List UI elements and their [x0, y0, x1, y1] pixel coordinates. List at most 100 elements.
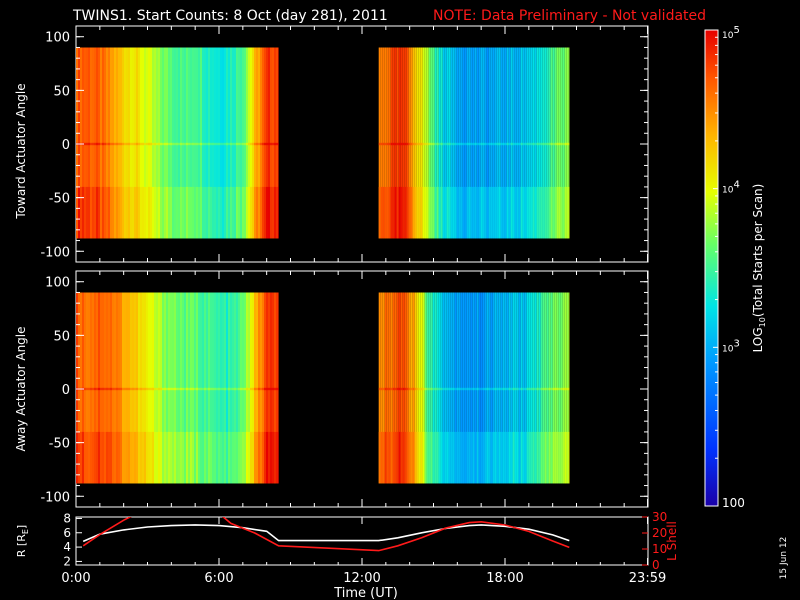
toward-heat-column-lower [90, 186, 92, 239]
toward-zero-stripe [512, 142, 515, 146]
toward-heat-column-lower [122, 186, 124, 239]
away-heat-column-lower [126, 431, 128, 484]
toward-zero-stripe [146, 142, 148, 146]
away-heat-column-lower [386, 431, 389, 484]
away-zero-stripe [568, 387, 570, 391]
toward-zero-stripe [556, 142, 559, 146]
toward-heat-column-lower [558, 186, 561, 239]
away-zero-stripe [164, 387, 166, 391]
away-heat-column-lower [396, 431, 399, 484]
toward-zero-stripe [96, 142, 98, 146]
away-heat-column-lower [506, 431, 509, 484]
toward-zero-stripe [530, 142, 533, 146]
away-heat-column-lower [168, 431, 170, 484]
toward-heat-column-lower [424, 186, 427, 239]
away-zero-stripe [228, 387, 230, 391]
toward-heat-column-lower [410, 186, 413, 239]
away-zero-stripe [432, 387, 435, 391]
away-zero-stripe [448, 387, 451, 391]
toward-zero-stripe [104, 142, 106, 146]
away-zero-stripe [430, 387, 433, 391]
away-heat-column-lower [144, 431, 146, 484]
away-heat-column-lower [494, 431, 497, 484]
toward-ytick-label: -100 [40, 245, 70, 260]
away-zero-stripe [526, 387, 529, 391]
toward-zero-stripe [382, 142, 385, 146]
away-heat-column-lower [206, 431, 208, 484]
away-zero-stripe [458, 387, 461, 391]
away-zero-stripe [544, 387, 547, 391]
toward-heat-column-lower [258, 186, 260, 239]
toward-zero-stripe [536, 142, 539, 146]
away-heat-column-lower [194, 431, 196, 484]
toward-heat-column-lower [274, 186, 276, 239]
away-heat-column-lower [240, 431, 242, 484]
toward-heat-column-lower [92, 186, 94, 239]
away-zero-stripe [256, 387, 258, 391]
toward-zero-stripe [410, 142, 413, 146]
away-heat-column-lower [274, 431, 276, 484]
toward-heat-column-lower [78, 186, 80, 239]
away-heat-column-lower [84, 431, 86, 484]
toward-heat-column-lower [254, 186, 256, 239]
away-zero-stripe [244, 387, 246, 391]
toward-zero-stripe [448, 142, 451, 146]
away-zero-stripe [102, 387, 104, 391]
away-heat-column-lower [262, 431, 264, 484]
away-heat-column-lower [462, 431, 465, 484]
toward-zero-stripe [488, 142, 491, 146]
toward-heat-column-lower [414, 186, 417, 239]
toward-heat-column-lower [234, 186, 236, 239]
away-zero-stripe [198, 387, 200, 391]
toward-segment-0 [76, 47, 279, 239]
toward-zero-stripe [430, 142, 433, 146]
away-heat-column-lower [390, 431, 393, 484]
away-heat-column-lower [546, 431, 549, 484]
away-heat-column-lower [134, 431, 136, 484]
toward-zero-stripe [240, 142, 242, 146]
toward-zero-stripe [190, 142, 192, 146]
toward-zero-stripe [254, 142, 256, 146]
toward-zero-stripe [116, 142, 118, 146]
toward-heat-column-lower [456, 186, 459, 239]
away-zero-stripe [414, 387, 417, 391]
away-ytick-label: 0 [62, 383, 70, 398]
toward-heat-column-lower [418, 186, 421, 239]
away-zero-stripe [392, 387, 395, 391]
away-zero-stripe [470, 387, 473, 391]
away-heat-column-lower [554, 431, 557, 484]
away-zero-stripe [180, 387, 182, 391]
away-zero-stripe [532, 387, 535, 391]
toward-zero-stripe [478, 142, 481, 146]
away-zero-stripe [90, 387, 92, 391]
away-heat-column-lower [146, 431, 148, 484]
toward-heat-column-lower [186, 186, 188, 239]
toward-heat-column-lower [378, 186, 381, 239]
toward-zero-stripe [100, 142, 102, 146]
away-heat-column-lower [512, 431, 515, 484]
toward-zero-stripe [442, 142, 445, 146]
away-zero-stripe [208, 387, 210, 391]
toward-heat-column-lower [428, 186, 431, 239]
toward-zero-stripe [270, 142, 272, 146]
away-zero-stripe [262, 387, 264, 391]
toward-heat-column-lower [256, 186, 258, 239]
away-heat-column-lower [170, 431, 172, 484]
away-heat-column-lower [258, 431, 260, 484]
toward-heat-column-lower [514, 186, 517, 239]
away-heat-column-lower [568, 431, 570, 484]
away-zero-stripe [512, 387, 515, 391]
toward-ytick-label: 100 [45, 31, 70, 46]
toward-heat-column-lower [504, 186, 507, 239]
toward-heat-column-lower [218, 186, 220, 239]
away-zero-stripe [394, 387, 397, 391]
away-heat-column-lower [458, 431, 461, 484]
away-zero-stripe [158, 387, 160, 391]
toward-heat-column-lower [156, 186, 158, 239]
time-xlabel: Time (UT) [333, 586, 398, 600]
toward-heat-column-lower [454, 186, 457, 239]
away-heat-column-lower [548, 431, 551, 484]
toward-zero-stripe [248, 142, 250, 146]
toward-zero-stripe [218, 142, 220, 146]
